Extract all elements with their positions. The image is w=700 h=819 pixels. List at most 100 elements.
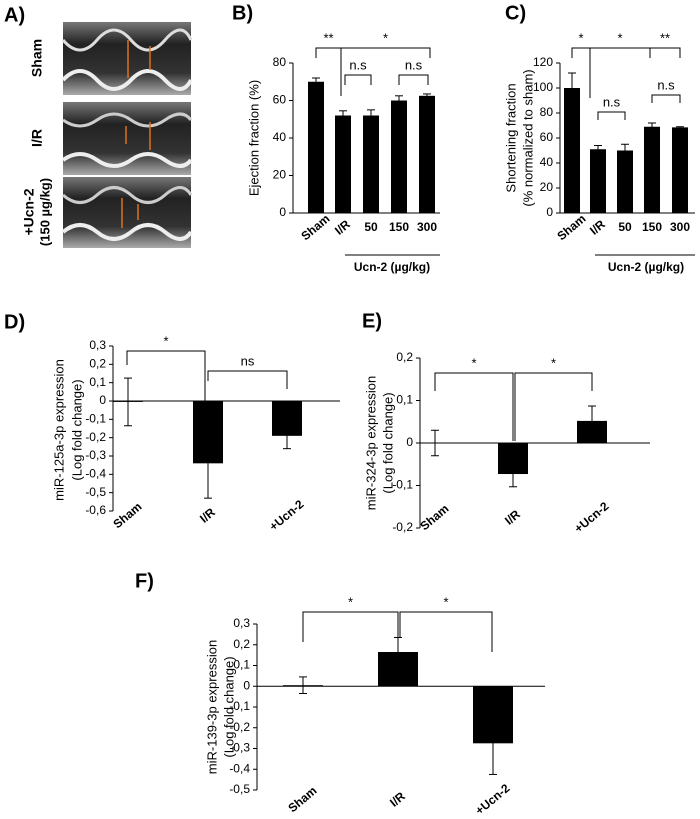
- group-label: Ucn-2 (µg/kg): [608, 260, 684, 274]
- bar: [113, 401, 143, 402]
- y-tick-label: -0,1: [229, 699, 250, 713]
- panel-label: F): [135, 570, 154, 592]
- y-tick-label: -0,1: [392, 478, 413, 492]
- significance-label: *: [163, 333, 168, 348]
- y-axis-label: Ejection fraction (%): [246, 80, 261, 196]
- x-tick-label: I/R: [587, 217, 608, 238]
- significance-bracket: [398, 74, 429, 85]
- significance-label: *: [443, 594, 448, 609]
- significance-bracket: [315, 47, 342, 96]
- significance-bracket: [571, 47, 591, 98]
- panel-label: D): [4, 311, 25, 333]
- echo-image: [61, 102, 193, 175]
- echo-image: [61, 22, 193, 95]
- bar: [672, 127, 688, 213]
- bar: [272, 401, 302, 436]
- panel-label: C): [505, 2, 526, 24]
- x-tick-label: I/R: [502, 507, 523, 528]
- significance-bracket: [344, 74, 372, 85]
- group-label: Ucn-2 (µg/kg): [354, 260, 430, 274]
- bar: [473, 686, 513, 744]
- x-tick-label: I/R: [332, 217, 353, 238]
- x-tick-label: +Ucn-2: [473, 781, 513, 818]
- y-tick-label: -0,2: [392, 520, 413, 534]
- y-axis-label: miR-139-3p expression: [204, 640, 219, 774]
- y-axis-label: miR-324-3p expression: [363, 376, 378, 510]
- y-tick-label: -0,3: [85, 448, 106, 462]
- x-tick-label: 150: [642, 220, 662, 234]
- y-tick-label: -0,5: [85, 485, 106, 499]
- x-tick-label: Sham: [417, 501, 451, 533]
- y-tick-label: 60: [273, 93, 287, 107]
- panel-label: B): [232, 2, 253, 24]
- row-label: +Ucn-2: [21, 188, 37, 235]
- bar: [391, 100, 407, 213]
- y-tick-label: 0: [406, 435, 413, 449]
- y-tick-label: -0,1: [85, 412, 106, 426]
- bar: [283, 685, 323, 687]
- significance-bracket: [590, 47, 651, 58]
- significance-label: *: [348, 594, 353, 609]
- y-tick-label: -0,2: [229, 720, 250, 734]
- y-tick-label: 100: [533, 80, 553, 94]
- significance-label: **: [660, 30, 670, 45]
- significance-label: *: [617, 30, 622, 45]
- x-tick-label: 300: [670, 220, 690, 234]
- significance-bracket: [434, 372, 514, 441]
- y-tick-label: 120: [533, 55, 553, 69]
- y-tick-label: 0: [546, 205, 553, 219]
- significance-label: *: [578, 30, 583, 45]
- y-tick-label: 80: [540, 105, 554, 119]
- x-tick-label: +Ucn-2: [572, 499, 612, 536]
- bar: [363, 115, 379, 213]
- y-tick-label: 0,1: [89, 375, 106, 389]
- x-tick-label: Sham: [110, 499, 144, 531]
- y-axis-label: (Log fold change): [69, 379, 84, 480]
- chart: E) miR-324-3p expression (Log fold change)…: [362, 310, 650, 536]
- bar: [335, 115, 351, 213]
- chart: D) miR-125a-3p expression (Log fold change…: [4, 311, 340, 534]
- y-tick-label: -0,4: [85, 467, 106, 481]
- y-tick-label: 0,2: [89, 357, 106, 371]
- y-tick-label: 40: [273, 130, 287, 144]
- bar: [564, 88, 580, 213]
- y-axis-label: Shortening fraction: [503, 83, 518, 192]
- bar: [498, 443, 528, 475]
- significance-bracket: [302, 611, 399, 642]
- y-tick-label: 0,3: [233, 616, 250, 630]
- y-tick-label: 60: [540, 130, 554, 144]
- y-axis-label: (Log fold change): [380, 392, 395, 493]
- bar: [420, 443, 450, 444]
- bar: [644, 126, 660, 213]
- x-tick-label: +Ucn-2: [267, 497, 307, 534]
- row-label: Sham: [29, 39, 45, 77]
- x-tick-label: 150: [389, 220, 409, 234]
- x-tick-label: Sham: [285, 783, 319, 815]
- y-tick-label: 0: [279, 205, 286, 219]
- panel-a: A) Sham I/R: [4, 4, 193, 248]
- y-tick-label: 0: [99, 393, 106, 407]
- chart: F) miR-139-3p expression (Log fold change)…: [135, 570, 545, 818]
- y-tick-label: 20: [273, 168, 287, 182]
- y-axis-label: (Log fold change): [221, 656, 236, 757]
- panel-label: E): [362, 310, 382, 332]
- y-tick-label: -0,5: [229, 782, 250, 796]
- bar: [577, 420, 607, 443]
- x-tick-label: 300: [417, 220, 437, 234]
- bar: [590, 149, 606, 213]
- row-label: I/R: [29, 129, 45, 147]
- row-label: (150 µg/kg): [37, 178, 52, 246]
- significance-label: **: [323, 30, 333, 45]
- bar: [193, 401, 223, 464]
- significance-label: n.s: [603, 94, 621, 109]
- significance-bracket: [649, 47, 681, 58]
- significance-bracket: [399, 611, 493, 652]
- y-tick-label: 0,2: [396, 350, 413, 364]
- significance-bracket: [341, 47, 431, 58]
- y-tick-label: 0,1: [396, 393, 413, 407]
- significance-label: n.s: [349, 57, 367, 72]
- significance-bracket: [126, 350, 206, 401]
- y-tick-label: 0,1: [233, 658, 250, 672]
- y-tick-label: -0,3: [229, 741, 250, 755]
